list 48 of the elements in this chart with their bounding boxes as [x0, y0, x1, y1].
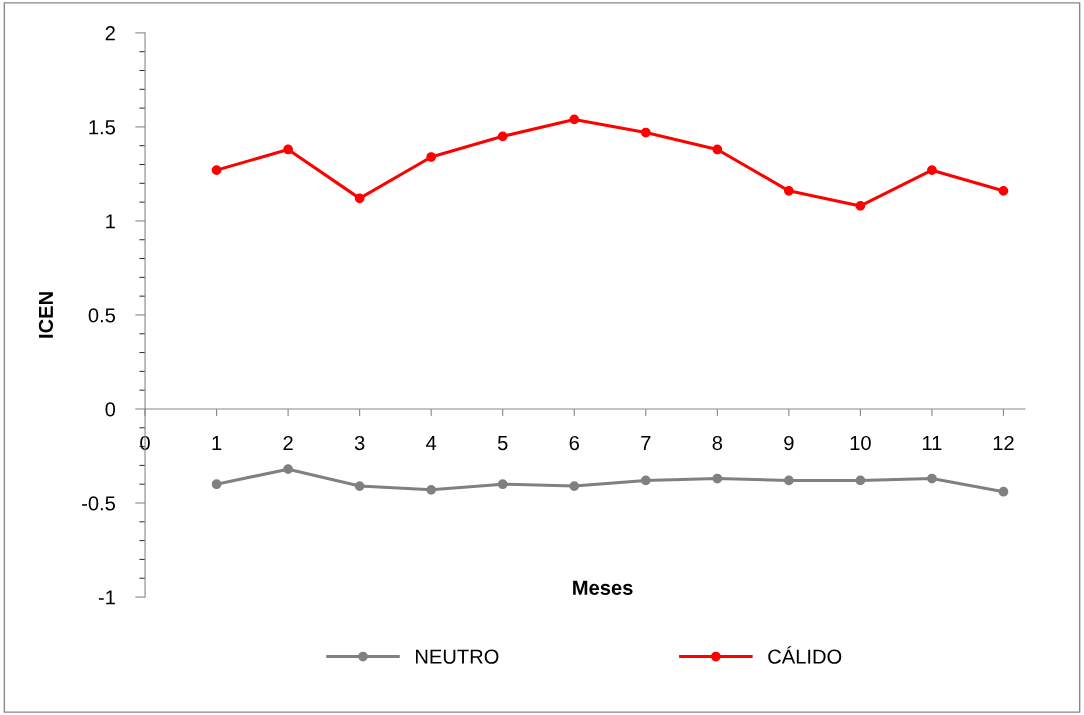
point [283, 464, 293, 475]
point [497, 479, 508, 490]
x-tick-label: 2 [283, 435, 293, 450]
point [211, 165, 222, 176]
point [426, 484, 437, 495]
y-tick-label: 2 [105, 26, 115, 41]
point [569, 114, 580, 125]
point [712, 473, 723, 484]
point [354, 481, 365, 491]
y-tick-label: -1 [98, 590, 115, 605]
y-axis-title: ICEN [38, 292, 54, 338]
point [998, 486, 1009, 497]
y-tick-label: 1.5 [89, 120, 116, 135]
x-tick-label: 6 [569, 435, 579, 451]
point [640, 127, 651, 138]
point [712, 144, 723, 155]
point [927, 473, 937, 484]
point [569, 481, 580, 491]
point [927, 165, 937, 176]
point [855, 475, 866, 486]
point [640, 475, 651, 486]
x-axis-title: Meses [573, 580, 633, 595]
point [426, 152, 437, 162]
y-tick-label: 1 [106, 214, 115, 229]
point [497, 131, 508, 142]
point [783, 475, 794, 486]
x-tick-label: 9 [784, 435, 794, 451]
x-tick-label: 3 [354, 435, 365, 451]
point [783, 185, 794, 196]
point [855, 201, 866, 211]
y-tick-label: 0 [105, 402, 116, 417]
x-tick-label: 12 [993, 435, 1014, 450]
y-tick-label: -0.5 [82, 496, 116, 511]
point [211, 479, 222, 490]
y-tick-label: 0.5 [88, 308, 116, 323]
x-tick-label: 1 [212, 436, 222, 450]
x-tick-label: 10 [850, 435, 871, 451]
point [998, 185, 1009, 196]
x-tick-label: 11 [923, 436, 942, 450]
x-tick-label: 7 [641, 436, 651, 450]
x-tick-label: 5 [497, 436, 508, 451]
x-tick-label: 0 [140, 435, 150, 451]
legend-label: CÁLIDO [768, 646, 842, 664]
x-tick-label: 8 [712, 435, 723, 451]
point [354, 193, 365, 204]
point [283, 144, 293, 155]
x-tick-label: 4 [426, 436, 437, 450]
legend-label: NEUTRO [416, 649, 499, 664]
